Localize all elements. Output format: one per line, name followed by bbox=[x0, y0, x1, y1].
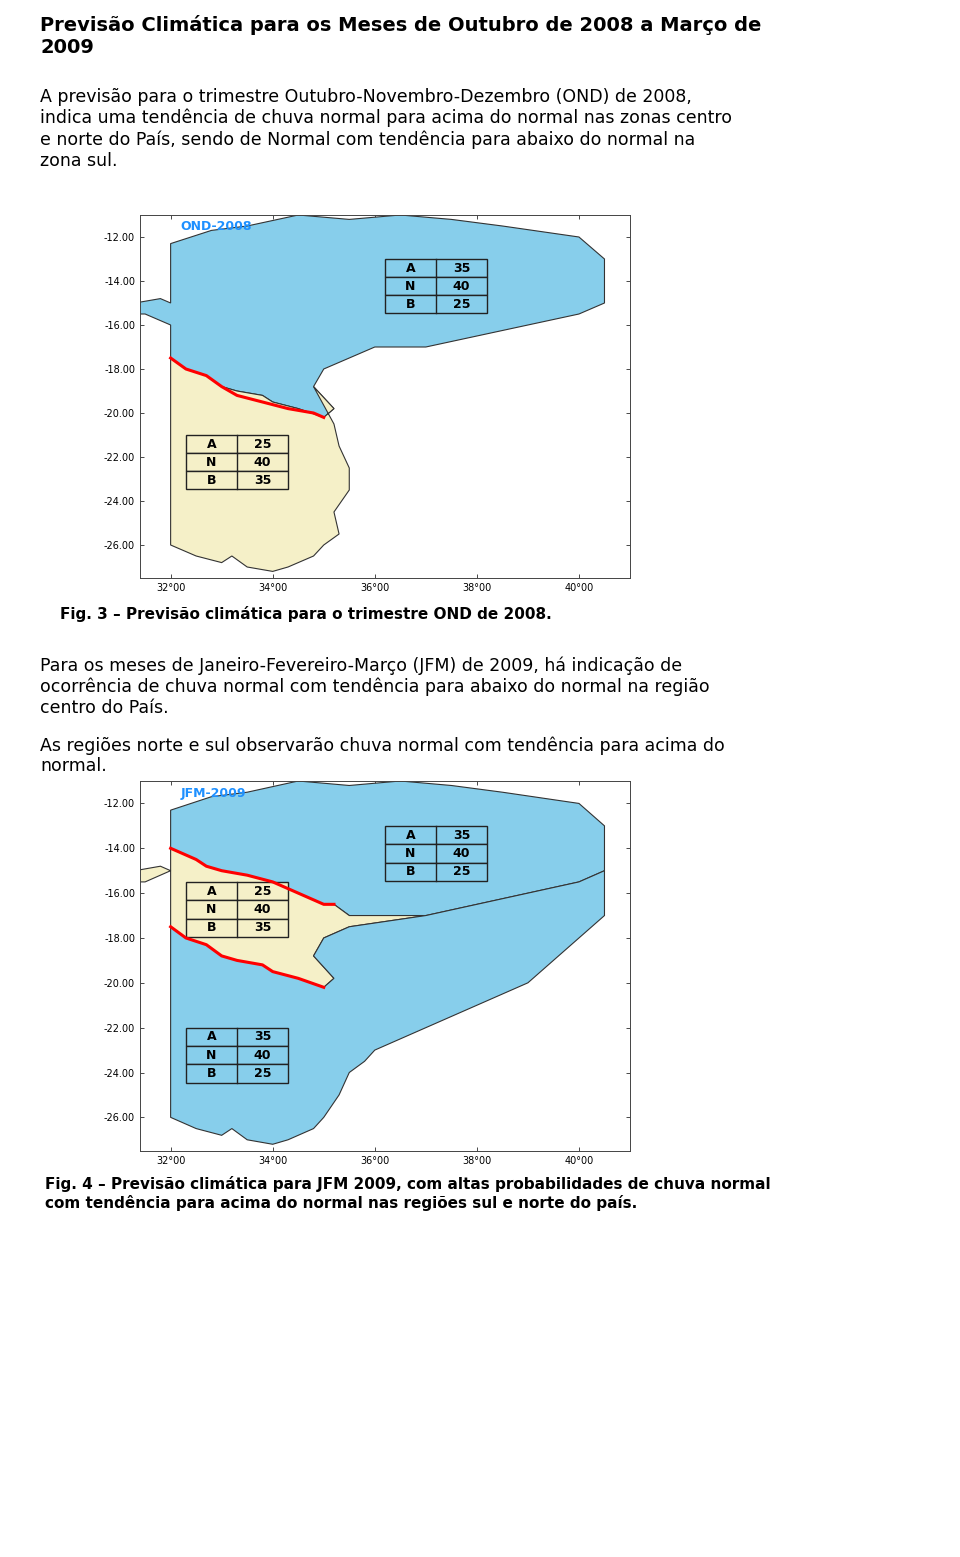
Text: N: N bbox=[206, 903, 217, 916]
Polygon shape bbox=[120, 215, 605, 417]
Text: 35: 35 bbox=[253, 922, 271, 934]
Text: B: B bbox=[406, 297, 416, 310]
Text: A: A bbox=[406, 262, 416, 274]
Polygon shape bbox=[171, 358, 349, 571]
Text: As regiões norte e sul observarão chuva normal com tendência para acima do
norma: As regiões norte e sul observarão chuva … bbox=[40, 736, 725, 775]
Bar bbox=[385, 844, 487, 863]
Text: N: N bbox=[206, 1049, 217, 1062]
Text: A: A bbox=[406, 828, 416, 841]
Text: JFM-2009: JFM-2009 bbox=[180, 786, 247, 800]
Text: A: A bbox=[206, 1031, 216, 1043]
Text: 25: 25 bbox=[253, 438, 272, 450]
Polygon shape bbox=[171, 870, 605, 1144]
Bar bbox=[186, 1046, 288, 1065]
Text: 40: 40 bbox=[453, 280, 470, 293]
Text: A: A bbox=[206, 438, 216, 450]
Text: 25: 25 bbox=[253, 884, 272, 897]
Text: 25: 25 bbox=[253, 1067, 272, 1081]
Bar bbox=[385, 863, 487, 881]
Bar bbox=[385, 296, 487, 313]
Bar bbox=[186, 453, 288, 472]
Text: Para os meses de Janeiro-Fevereiro-Março (JFM) de 2009, há indicação de
ocorrênc: Para os meses de Janeiro-Fevereiro-Março… bbox=[40, 655, 709, 716]
Bar bbox=[186, 472, 288, 489]
Text: OND-2008: OND-2008 bbox=[180, 221, 252, 234]
Bar bbox=[385, 258, 487, 277]
Text: B: B bbox=[206, 473, 216, 487]
Text: 35: 35 bbox=[453, 262, 470, 274]
Text: Previsão Climática para os Meses de Outubro de 2008 a Março de
2009: Previsão Climática para os Meses de Outu… bbox=[40, 16, 761, 58]
Text: A previsão para o trimestre Outubro-Novembro-Dezembro (OND) de 2008,
indica uma : A previsão para o trimestre Outubro-Nove… bbox=[40, 89, 732, 170]
Bar bbox=[186, 900, 288, 919]
Bar bbox=[186, 1028, 288, 1046]
Bar bbox=[385, 825, 487, 844]
Text: 40: 40 bbox=[253, 456, 272, 469]
Text: B: B bbox=[206, 1067, 216, 1081]
Bar bbox=[186, 919, 288, 937]
Bar bbox=[186, 881, 288, 900]
Text: 40: 40 bbox=[253, 1049, 272, 1062]
Text: 25: 25 bbox=[453, 866, 470, 878]
Text: 35: 35 bbox=[253, 473, 271, 487]
Bar bbox=[385, 277, 487, 296]
Text: Fig. 3 – Previsão climática para o trimestre OND de 2008.: Fig. 3 – Previsão climática para o trime… bbox=[60, 606, 552, 621]
Bar bbox=[186, 1065, 288, 1082]
Text: 40: 40 bbox=[453, 847, 470, 859]
Polygon shape bbox=[120, 849, 426, 987]
Bar bbox=[186, 434, 288, 453]
Text: Fig. 4 – Previsão climática para JFM 2009, com altas probabilidades de chuva nor: Fig. 4 – Previsão climática para JFM 200… bbox=[45, 1176, 771, 1211]
Text: 40: 40 bbox=[253, 903, 272, 916]
Text: 25: 25 bbox=[453, 297, 470, 310]
Text: A: A bbox=[206, 884, 216, 897]
Text: 35: 35 bbox=[253, 1031, 271, 1043]
Text: N: N bbox=[405, 280, 416, 293]
Text: B: B bbox=[206, 922, 216, 934]
Text: N: N bbox=[405, 847, 416, 859]
Text: 35: 35 bbox=[453, 828, 470, 841]
Text: N: N bbox=[206, 456, 217, 469]
Text: B: B bbox=[406, 866, 416, 878]
Polygon shape bbox=[171, 782, 605, 916]
